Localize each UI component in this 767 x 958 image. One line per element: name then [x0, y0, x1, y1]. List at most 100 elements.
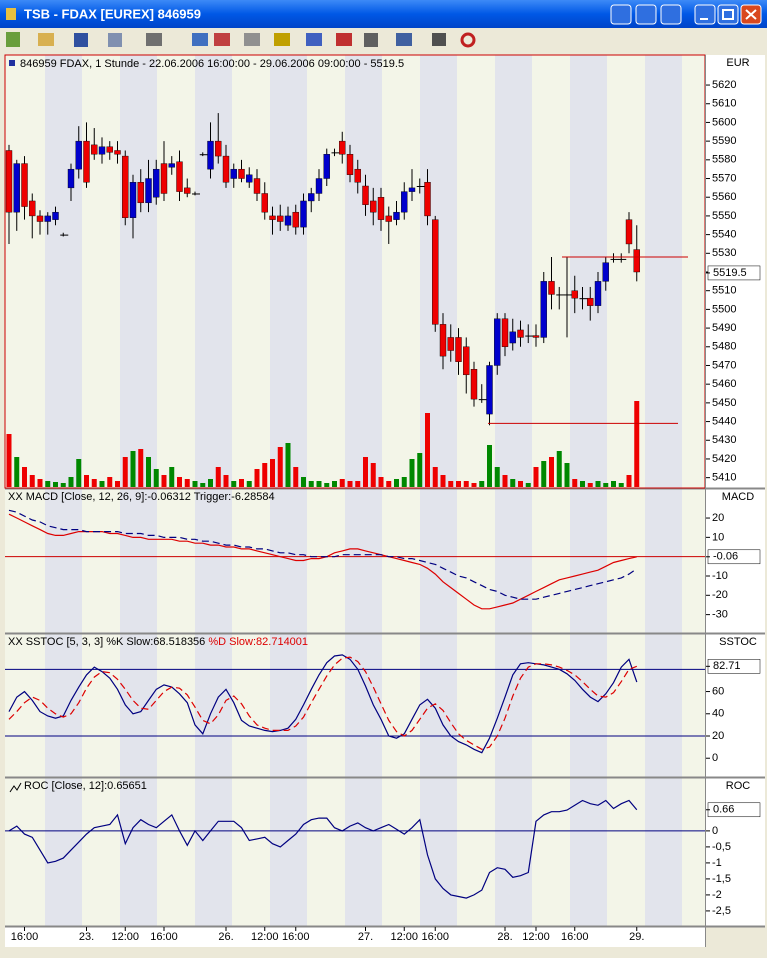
candle-body — [67, 168, 75, 189]
tool[interactable] — [214, 33, 230, 46]
volume-bar — [401, 477, 407, 487]
candle-body — [424, 182, 431, 217]
volume-bar — [339, 479, 345, 487]
volume-bar — [448, 481, 454, 487]
candle-body — [571, 290, 578, 299]
candle-body — [354, 168, 361, 183]
stripe — [645, 55, 682, 927]
tool[interactable] — [74, 33, 88, 47]
volume-bar — [556, 451, 562, 487]
volume-bar — [231, 481, 237, 487]
minimize[interactable] — [694, 4, 716, 25]
volume-bar — [177, 477, 182, 487]
volume-bar — [99, 481, 105, 487]
tool[interactable] — [432, 33, 446, 46]
candle-body — [253, 178, 261, 194]
y-tick-label: 5590 — [712, 135, 736, 147]
candle-body — [91, 144, 98, 155]
candle-body — [153, 168, 160, 198]
tool[interactable] — [146, 33, 162, 46]
tool[interactable] — [108, 33, 122, 47]
candle-body — [556, 294, 565, 296]
volume-bar — [37, 479, 43, 487]
candle-body — [184, 187, 191, 194]
candle-body — [215, 140, 222, 157]
x-tick-label: 23. — [79, 931, 94, 943]
volume-bar — [76, 459, 82, 487]
y-tick-label: 5550 — [712, 210, 736, 222]
button[interactable] — [660, 4, 682, 25]
volume-bar — [370, 463, 376, 487]
candle-body — [401, 191, 408, 213]
series-line — [8, 654, 638, 754]
button[interactable] — [610, 4, 632, 25]
volume-bar — [518, 481, 523, 487]
volume-bar — [91, 479, 97, 487]
volume-bar — [153, 469, 159, 487]
candle-body — [432, 219, 439, 325]
candle-body — [618, 258, 627, 260]
maximize[interactable] — [717, 4, 739, 25]
candle-body — [5, 150, 13, 213]
axis-label: ROC — [726, 780, 751, 792]
volume-bar — [239, 479, 244, 487]
candle-body — [323, 154, 330, 179]
volume-bar — [14, 457, 20, 487]
volume-bar — [6, 434, 12, 487]
y-tick-label: 5480 — [712, 341, 736, 353]
tool[interactable] — [364, 33, 378, 47]
y-tick-label: 5510 — [712, 285, 736, 297]
tool[interactable] — [336, 33, 352, 46]
volume-bar — [316, 481, 322, 487]
candle-body — [114, 150, 121, 155]
candle-body — [447, 337, 454, 351]
x-tick-label: 12:00 — [251, 931, 279, 943]
candle-body — [277, 215, 284, 222]
volume-bar — [84, 475, 89, 487]
tool[interactable] — [192, 33, 208, 46]
y-tick-label: 5430 — [712, 434, 736, 446]
axis-label: MACD — [722, 491, 754, 503]
tool[interactable] — [396, 33, 412, 46]
volume-bar — [200, 483, 206, 487]
stripe — [45, 55, 82, 927]
volume-bar — [510, 479, 516, 487]
candle-body — [455, 337, 462, 362]
x-tick-label: 16:00 — [11, 931, 39, 943]
candle-body — [246, 174, 253, 183]
chart-title: 846959 FDAX, 1 Stunde - 22.06.2006 16:00… — [20, 58, 404, 70]
volume-bar — [595, 481, 601, 487]
y-tick-label: 5540 — [712, 229, 736, 241]
button[interactable] — [635, 4, 657, 25]
volume-bar — [169, 467, 175, 487]
tool[interactable] — [306, 33, 322, 46]
y-tick-label: 5420 — [712, 453, 736, 465]
volume-bar — [564, 463, 570, 487]
tool[interactable] — [244, 33, 260, 46]
volume-bar — [440, 475, 446, 487]
candle-body — [346, 154, 354, 175]
volume-bar — [603, 483, 609, 487]
last-value-label: 5519.5 — [713, 267, 747, 279]
volume-bar — [494, 467, 500, 487]
candle-body — [610, 258, 619, 260]
tool[interactable] — [38, 33, 54, 46]
candle-body — [176, 161, 183, 192]
y-tick-label: 5580 — [712, 154, 736, 166]
candle-body — [13, 163, 20, 213]
candle-body — [540, 281, 547, 338]
series-icon — [9, 60, 15, 66]
candle-body — [60, 234, 69, 236]
x-tick-label: 29. — [629, 931, 644, 943]
volume-bar — [626, 475, 632, 487]
candle-body — [137, 182, 144, 204]
toolbar[interactable] — [0, 28, 767, 52]
tool[interactable] — [6, 32, 20, 47]
legend-entry: XX SSTOC [5, 3, 3] %K Slow:68.518356 — [8, 636, 205, 648]
candle-body — [36, 215, 44, 222]
volume-bar — [394, 479, 399, 487]
tool[interactable] — [274, 33, 290, 46]
window-buttons[interactable] — [610, 4, 762, 25]
tool[interactable] — [460, 32, 476, 48]
volume-bar — [107, 477, 113, 487]
